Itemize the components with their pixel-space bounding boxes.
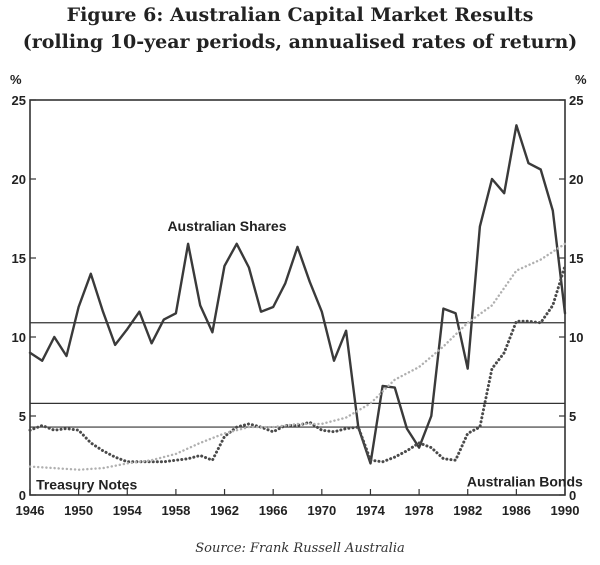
y-tick-label-left: 10 <box>12 330 26 345</box>
y-unit-left: % <box>10 72 22 87</box>
x-tick-label: 1970 <box>307 503 336 518</box>
reference-lines <box>30 322 565 428</box>
y-tick-label-right: 15 <box>569 251 583 266</box>
x-tick-label: 1986 <box>502 503 531 518</box>
series-line-treasury-notes <box>28 242 567 471</box>
annotation-australian-bonds: Australian Bonds <box>467 473 583 489</box>
y-tick-label-right: 0 <box>569 488 576 503</box>
series-lines <box>28 124 567 471</box>
y-tick-label-left: 15 <box>12 251 26 266</box>
chart-subtitle: (rolling 10-year periods, annualised rat… <box>22 31 578 53</box>
x-tick-label: 1954 <box>113 503 143 518</box>
x-tick-label: 1946 <box>16 503 45 518</box>
y-tick-label-right: 25 <box>569 93 583 108</box>
x-tick-label: 1962 <box>210 503 239 518</box>
y-tick-label-right: 10 <box>569 330 583 345</box>
axis-ticks: 0 0 5 5 10 10 15 15 20 20 25 25 1946 1950 1954 1958 1962… <box>12 93 584 518</box>
plot-area <box>29 99 566 496</box>
y-tick-label-left: 5 <box>19 409 26 424</box>
y-tick-label-left: 20 <box>12 172 26 187</box>
y-tick-label-left: 25 <box>12 93 26 108</box>
annotation-treasury-notes: Treasury Notes <box>36 476 137 492</box>
x-tick-label: 1950 <box>64 503 93 518</box>
annotation-australian-shares: Australian Shares <box>167 218 286 234</box>
source-note: Source: Frank Russell Australia <box>195 541 405 556</box>
y-tick-label-right: 20 <box>569 172 583 187</box>
x-tick-label: 1978 <box>405 503 434 518</box>
x-tick-label: 1958 <box>161 503 190 518</box>
series-line-australian-shares <box>28 124 567 465</box>
y-unit-right: % <box>575 72 587 87</box>
x-tick-label: 1966 <box>259 503 288 518</box>
x-tick-label: 1990 <box>551 503 580 518</box>
y-tick-label-right: 5 <box>569 409 576 424</box>
x-tick-label: 1974 <box>356 503 386 518</box>
chart-title: Figure 6: Australian Capital Market Resu… <box>66 4 534 26</box>
x-tick-label: 1982 <box>453 503 482 518</box>
series-line-australian-bonds <box>28 264 567 464</box>
y-tick-label-left: 0 <box>19 488 26 503</box>
